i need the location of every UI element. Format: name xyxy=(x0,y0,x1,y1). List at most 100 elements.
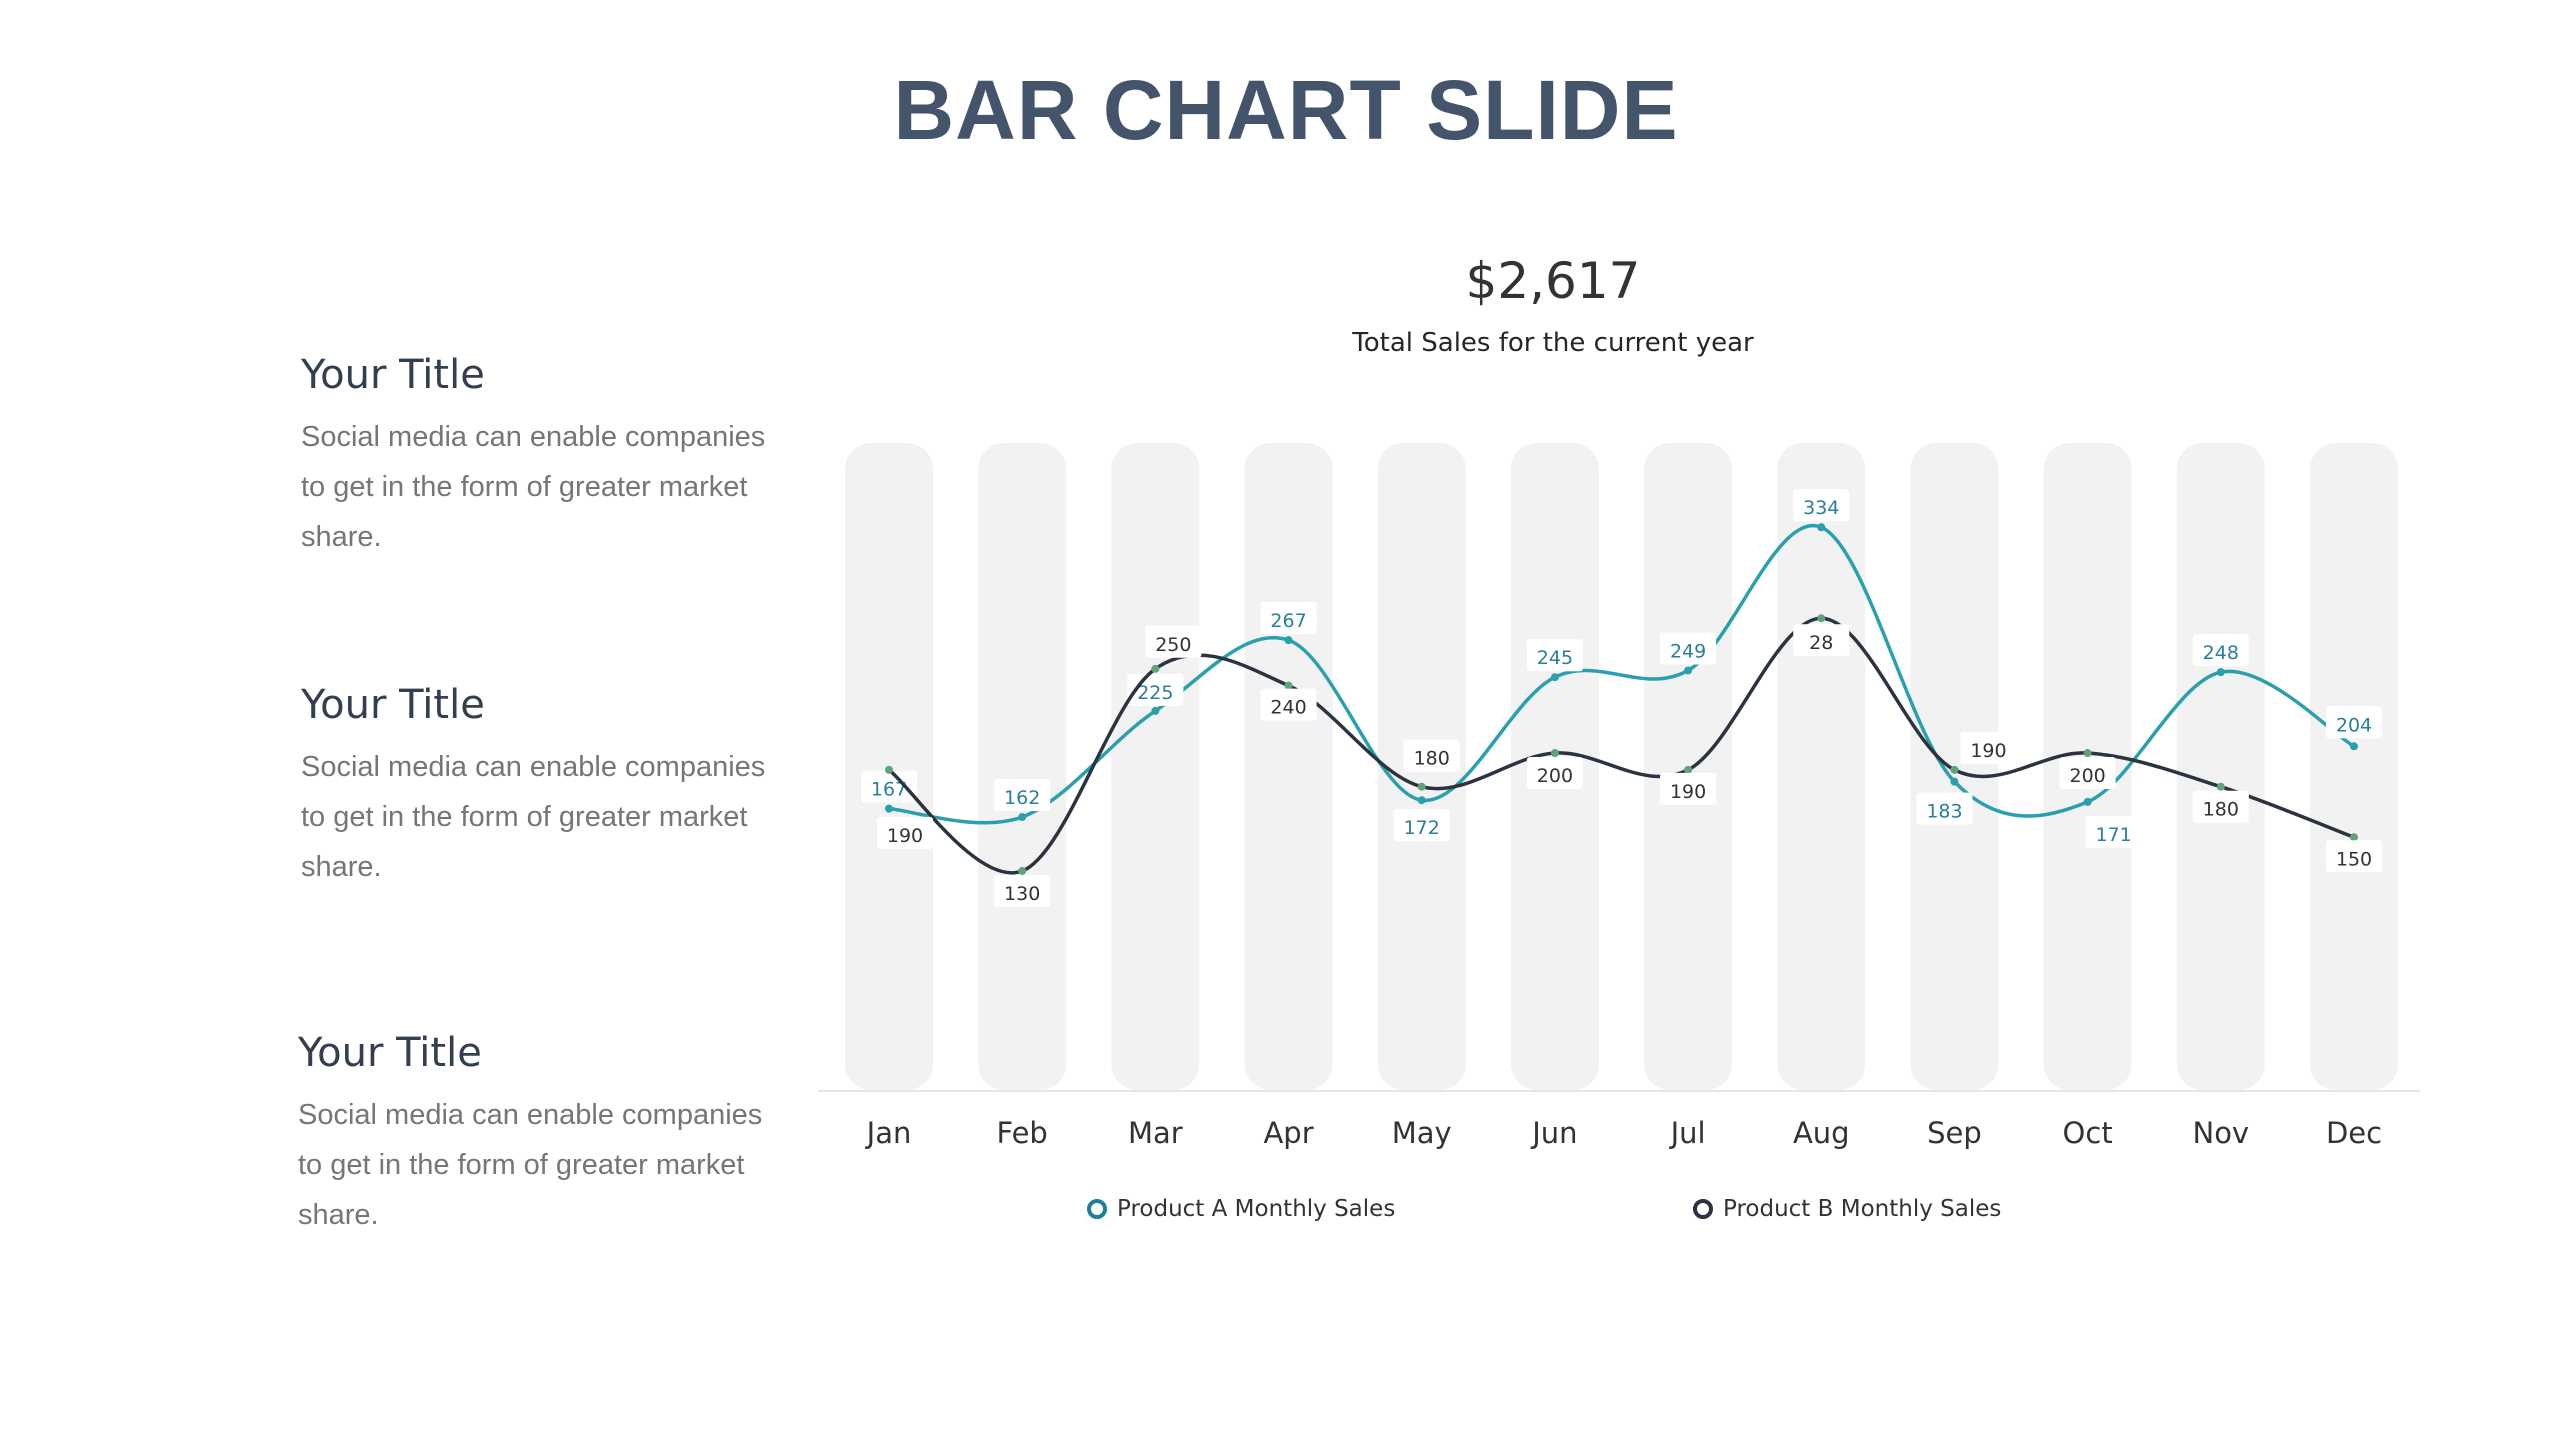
x-tick-label: Sep xyxy=(1927,1116,1982,1150)
data-label: 150 xyxy=(2336,848,2372,870)
block-title: Your Title xyxy=(298,1030,482,1076)
data-point xyxy=(1550,673,1559,682)
data-label-box xyxy=(1916,792,1973,825)
data-label: 180 xyxy=(2203,799,2239,821)
block-title: Your Title xyxy=(301,682,485,728)
data-label-box xyxy=(1526,639,1583,672)
block-title: Your Title xyxy=(301,352,485,398)
data-point xyxy=(2083,749,2092,758)
data-label: 183 xyxy=(1926,801,1962,823)
data-label-box xyxy=(861,770,917,803)
data-point xyxy=(2216,782,2225,791)
data-point xyxy=(885,765,893,774)
data-label: 171 xyxy=(2096,824,2132,846)
data-label: 28 xyxy=(1809,632,1833,654)
data-label: 200 xyxy=(1537,765,1573,787)
data-label: 248 xyxy=(2203,642,2239,664)
legend-item-product-a: Product A Monthly Sales xyxy=(1087,1196,1395,1222)
data-point xyxy=(1950,777,1959,786)
x-tick-label: Mar xyxy=(1128,1116,1183,1150)
data-point xyxy=(1817,614,1826,623)
block-body: Social media can enable companies to get… xyxy=(301,751,766,883)
data-label-box xyxy=(2326,840,2382,873)
data-point xyxy=(2350,742,2358,751)
background-bar xyxy=(1111,443,1200,1090)
data-label: 334 xyxy=(1803,497,1839,519)
data-point xyxy=(1417,782,1426,791)
data-point xyxy=(1284,681,1293,690)
data-label-box xyxy=(2085,815,2142,848)
total-sales-caption: Total Sales for the current year xyxy=(1352,328,1754,358)
data-label: 172 xyxy=(1404,817,1440,839)
data-label: 249 xyxy=(1670,640,1706,662)
data-label-box xyxy=(994,874,1051,907)
data-label: 225 xyxy=(1137,682,1173,704)
slide-title: BAR CHART SLIDE xyxy=(893,63,1679,157)
data-label: 245 xyxy=(1537,647,1573,669)
background-bar xyxy=(1244,443,1333,1090)
legend-marker-icon xyxy=(1693,1199,1713,1219)
data-label-box xyxy=(1260,602,1317,635)
x-tick-label: May xyxy=(1392,1116,1452,1150)
text-block-3: Your Title Social media can enable compa… xyxy=(298,1030,778,1240)
data-label-box xyxy=(2326,706,2382,739)
data-point xyxy=(1151,706,1160,715)
data-label: 180 xyxy=(1414,748,1450,770)
data-point xyxy=(1684,765,1693,774)
text-block-2: Your Title Social media can enable compa… xyxy=(301,682,781,892)
data-label-box xyxy=(994,779,1051,812)
x-tick-label: Jul xyxy=(1669,1116,1706,1150)
data-label: 204 xyxy=(2336,714,2372,736)
data-point xyxy=(1018,813,1027,822)
data-label-box xyxy=(1403,739,1460,772)
data-point xyxy=(1684,666,1693,675)
legend-label: Product B Monthly Sales xyxy=(1723,1196,2002,1222)
data-point xyxy=(1284,636,1293,645)
data-label: 250 xyxy=(1155,634,1191,656)
data-label: 190 xyxy=(1670,781,1706,803)
data-label-box xyxy=(1960,731,2017,764)
background-bar xyxy=(978,443,1067,1090)
data-point xyxy=(1417,796,1426,805)
data-label-box xyxy=(1660,632,1717,665)
data-point xyxy=(1018,866,1027,875)
data-point xyxy=(1950,765,1959,774)
background-bar xyxy=(2310,443,2398,1090)
data-label-box xyxy=(1793,489,1850,522)
legend-item-product-b: Product B Monthly Sales xyxy=(1693,1196,2001,1222)
x-tick-label: Dec xyxy=(2326,1116,2382,1150)
series-line-product-a xyxy=(888,523,2355,825)
legend-label: Product A Monthly Sales xyxy=(1117,1196,1396,1222)
data-point xyxy=(1817,523,1826,532)
data-label: 190 xyxy=(887,825,923,847)
data-label: 200 xyxy=(2070,765,2106,787)
legend-marker-icon xyxy=(1087,1199,1107,1219)
data-label: 130 xyxy=(1004,883,1040,905)
data-label: 162 xyxy=(1004,787,1040,809)
block-body: Social media can enable companies to get… xyxy=(298,1099,763,1231)
data-label-box xyxy=(2059,757,2116,790)
data-label-box xyxy=(2192,634,2249,667)
data-label: 167 xyxy=(871,779,907,801)
x-tick-label: Oct xyxy=(2063,1116,2113,1150)
data-point xyxy=(885,804,893,813)
data-label-box xyxy=(1393,809,1450,842)
x-tick-label: Jan xyxy=(865,1116,912,1150)
x-tick-label: Feb xyxy=(997,1116,1048,1150)
data-label: 190 xyxy=(1970,740,2006,762)
data-label-box xyxy=(1793,624,1850,657)
data-point xyxy=(2350,833,2358,842)
data-label-box xyxy=(877,816,933,849)
data-point xyxy=(2216,668,2225,677)
data-point xyxy=(1151,664,1160,673)
background-bar xyxy=(2176,443,2265,1090)
data-label-box xyxy=(2192,790,2249,823)
block-body: Social media can enable companies to get… xyxy=(301,421,766,553)
data-point xyxy=(1550,749,1559,758)
data-point xyxy=(2083,797,2092,806)
x-tick-label: Apr xyxy=(1263,1116,1313,1150)
data-label-box xyxy=(1145,625,1202,658)
data-label-box xyxy=(1526,757,1583,790)
text-block-1: Your Title Social media can enable compa… xyxy=(301,352,781,562)
